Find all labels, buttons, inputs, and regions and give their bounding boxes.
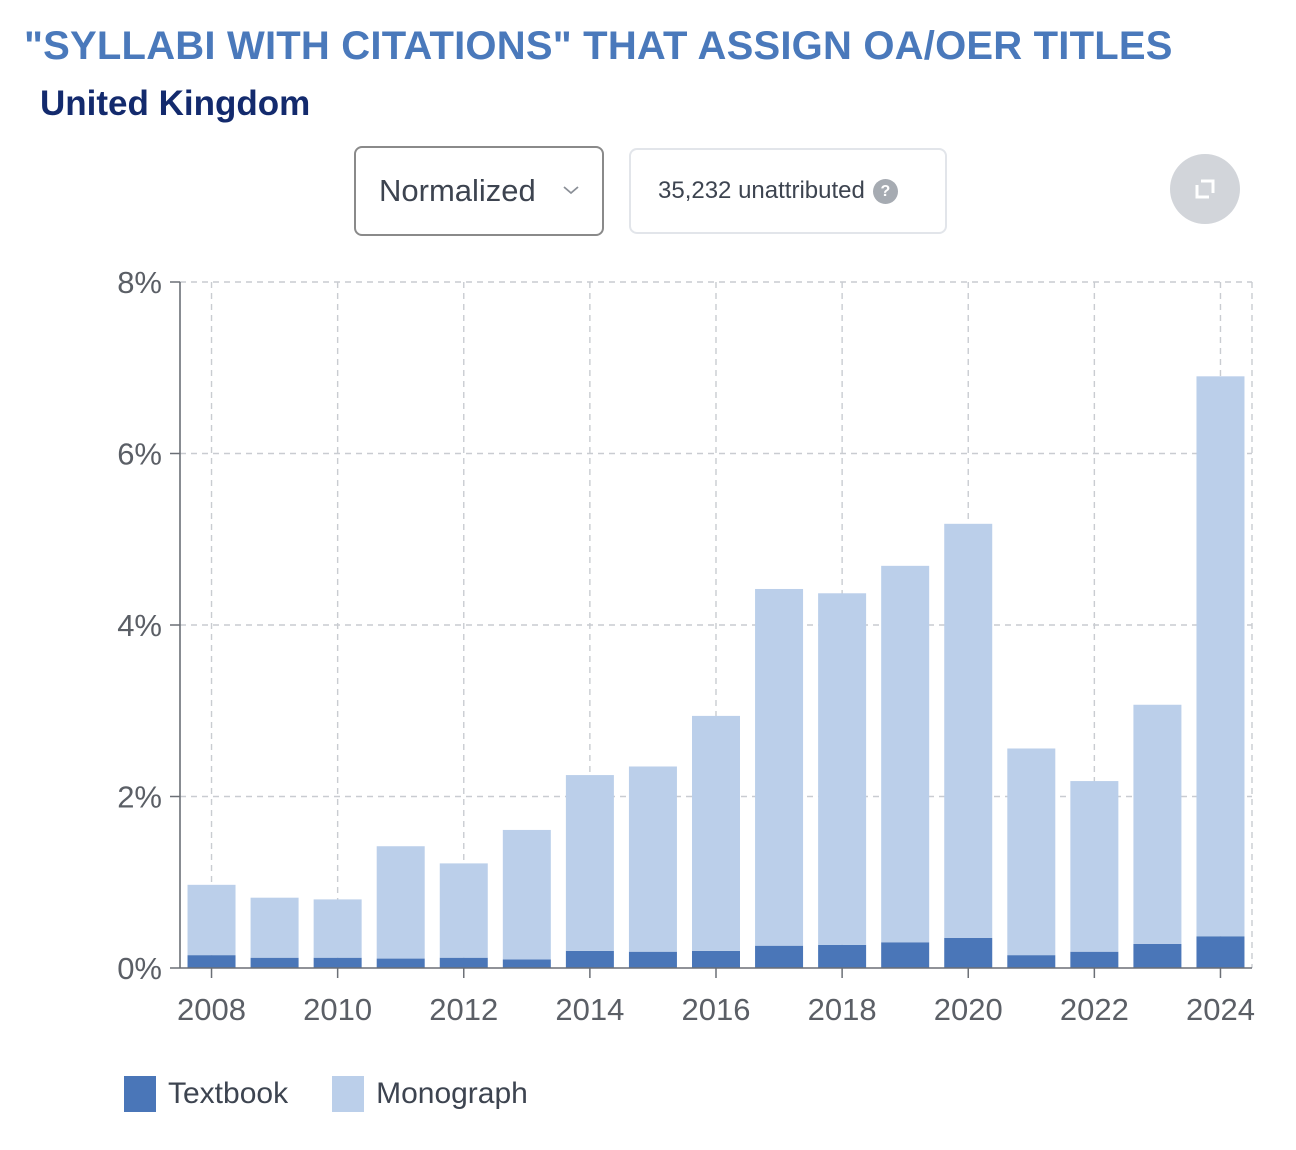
y-tick-label: 8% <box>117 265 162 300</box>
bar-monograph-2008 <box>187 884 236 956</box>
legend-item-textbook[interactable]: Textbook <box>124 1076 288 1112</box>
bar-monograph-2011 <box>376 846 425 959</box>
legend-label-monograph: Monograph <box>376 1077 528 1110</box>
bar-monograph-2019 <box>881 565 930 943</box>
bar-textbook-2017 <box>755 945 804 968</box>
bar-monograph-2010 <box>313 899 362 958</box>
x-tick-label: 2016 <box>682 992 751 1027</box>
bar-monograph-2009 <box>250 897 299 958</box>
bar-textbook-2019 <box>881 942 930 968</box>
bar-monograph-2022 <box>1070 781 1119 952</box>
bar-monograph-2018 <box>818 593 867 945</box>
bar-textbook-2008 <box>187 955 236 968</box>
bar-textbook-2010 <box>313 957 362 968</box>
bar-monograph-2016 <box>692 715 740 951</box>
x-tick-label: 2024 <box>1186 992 1255 1027</box>
bar-monograph-2020 <box>944 523 993 938</box>
x-tick-label: 2010 <box>303 992 372 1027</box>
bar-textbook-2020 <box>944 937 993 968</box>
bar-monograph-2012 <box>439 863 488 958</box>
y-tick-label: 4% <box>117 608 162 643</box>
bar-textbook-2014 <box>565 950 614 968</box>
legend-swatch-textbook <box>124 1076 156 1112</box>
bar-textbook-2016 <box>692 950 740 968</box>
unattributed-badge: 35,232 unattributed ? <box>629 148 947 234</box>
y-tick-label: 2% <box>117 780 162 815</box>
bar-textbook-2009 <box>250 957 299 968</box>
bar-monograph-2021 <box>1007 748 1056 956</box>
x-tick-label: 2008 <box>177 992 246 1027</box>
legend: Textbook Monograph <box>124 1076 572 1112</box>
bar-textbook-2022 <box>1070 951 1119 968</box>
help-icon[interactable]: ? <box>872 178 898 204</box>
bar-textbook-2015 <box>628 951 677 968</box>
legend-swatch-monograph <box>332 1076 365 1112</box>
bar-monograph-2017 <box>755 588 804 946</box>
chart-controls: Normalized 35,232 unattributed ? <box>0 0 1296 260</box>
bar-series <box>187 376 1245 968</box>
unattributed-count: 35,232 unattributed <box>658 177 865 204</box>
bar-textbook-2013 <box>502 959 551 968</box>
legend-item-monograph[interactable]: Monograph <box>332 1076 528 1112</box>
mode-select[interactable]: Normalized <box>354 146 604 236</box>
bar-monograph-2023 <box>1133 704 1182 944</box>
y-tick-label: 0% <box>117 951 162 986</box>
x-tick-label: 2014 <box>555 992 624 1027</box>
y-tick-label: 6% <box>117 437 162 472</box>
bar-textbook-2021 <box>1007 955 1056 968</box>
expand-button[interactable] <box>1170 154 1240 224</box>
bar-textbook-2023 <box>1133 943 1182 968</box>
bar-textbook-2011 <box>376 958 425 968</box>
chart-subtitle: United Kingdom <box>40 84 311 123</box>
chevron-down-icon <box>563 186 579 195</box>
bar-monograph-2013 <box>502 829 551 960</box>
x-tick-label: 2020 <box>934 992 1003 1027</box>
x-tick-label: 2018 <box>808 992 877 1027</box>
legend-label-textbook: Textbook <box>168 1077 289 1110</box>
x-tick-label: 2022 <box>1060 992 1129 1027</box>
y-axis-ticks: 0% 2% 4% 6% 8% <box>117 265 180 986</box>
x-tick-label: 2012 <box>429 992 498 1027</box>
bar-textbook-2024 <box>1196 936 1245 968</box>
x-axis-ticks: 2008 2010 2012 2014 2016 2018 2020 2022 2024 <box>177 968 1255 1027</box>
chart-title: "SYLLABI WITH CITATIONS" THAT ASSIGN OA/… <box>24 24 1173 68</box>
bar-monograph-2024 <box>1196 376 1245 937</box>
bar-textbook-2018 <box>818 944 867 968</box>
bar-textbook-2012 <box>439 957 488 968</box>
bar-monograph-2014 <box>565 775 614 951</box>
mode-select-value: Normalized <box>379 173 536 208</box>
expand-icon <box>1195 179 1215 199</box>
bar-monograph-2015 <box>628 766 677 952</box>
